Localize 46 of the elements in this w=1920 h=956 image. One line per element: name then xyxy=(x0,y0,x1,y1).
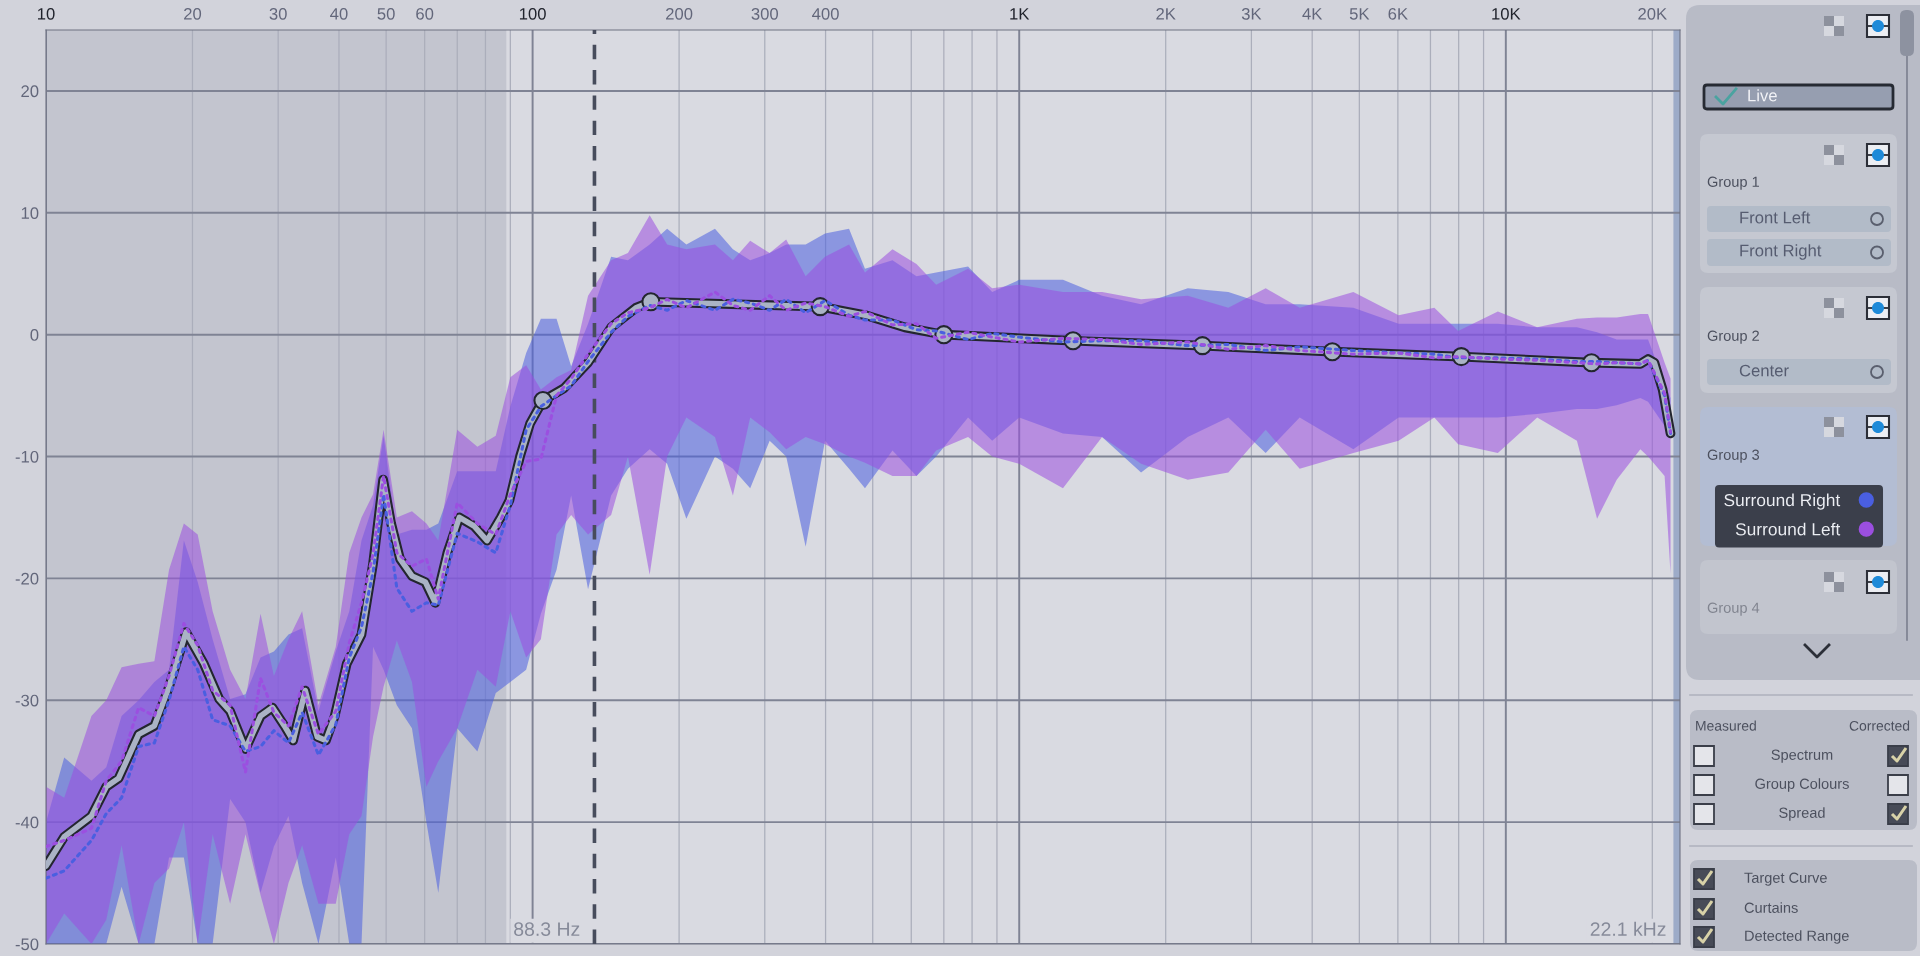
x-tick-label: 1K xyxy=(1010,8,1030,20)
x-tick-label: 20K xyxy=(1638,7,1667,20)
x-tick-label: 400 xyxy=(812,7,839,20)
text: Group 2 xyxy=(1707,330,1759,344)
y-tick-label: -30 xyxy=(15,694,39,707)
x-tick-label: 30 xyxy=(269,7,287,20)
legend-label: Surround Left xyxy=(1735,522,1841,536)
y-tick-label: -20 xyxy=(15,572,39,585)
x-tick-label: 40 xyxy=(330,7,348,20)
y-tick-label: -40 xyxy=(15,816,39,829)
x-tick-label: 200 xyxy=(666,7,693,20)
x-tick-label: 10 xyxy=(38,7,55,20)
y-tick-label: -10 xyxy=(15,450,39,463)
text: Group 1 xyxy=(1707,176,1759,190)
band-label: 88.3 Hz xyxy=(514,922,580,936)
text: Group Colours xyxy=(1755,778,1849,792)
x-tick-label: 20 xyxy=(184,7,202,20)
text: Spectrum xyxy=(1771,749,1833,763)
text: Curtains xyxy=(1744,902,1798,913)
x-tick-label: 4K xyxy=(1302,8,1323,20)
y-tick-label: 20 xyxy=(21,85,39,98)
text: Measured xyxy=(1696,720,1756,731)
text: Target Curve xyxy=(1744,872,1827,886)
x-tick-label: 3K xyxy=(1241,7,1262,20)
x-tick-label: 100 xyxy=(519,7,546,20)
y-tick-label: -50 xyxy=(15,938,39,951)
x-tick-label: 10K xyxy=(1492,7,1521,20)
x-tick-label: 6K xyxy=(1388,7,1408,20)
text: Spread xyxy=(1779,807,1825,821)
text: Front Left xyxy=(1740,211,1811,224)
text: Live xyxy=(1748,89,1777,102)
band-label: 22.1 kHz xyxy=(1590,921,1666,936)
legend-label: Surround Right xyxy=(1724,493,1841,510)
text: Group 4 xyxy=(1707,602,1760,616)
x-tick-label: 60 xyxy=(416,7,434,20)
text: Detected Range xyxy=(1745,930,1849,944)
x-tick-label: 300 xyxy=(751,7,779,20)
y-tick-label: 0 xyxy=(30,329,39,341)
y-tick-label: 10 xyxy=(21,207,39,219)
text: Group 3 xyxy=(1707,449,1760,463)
text: Front Right xyxy=(1740,244,1822,260)
text: Center xyxy=(1739,364,1789,377)
x-tick-label: 2K xyxy=(1156,7,1176,20)
x-tick-label: 5K xyxy=(1349,8,1370,20)
text: Corrected xyxy=(1849,720,1910,731)
x-tick-label: 50 xyxy=(377,7,395,20)
